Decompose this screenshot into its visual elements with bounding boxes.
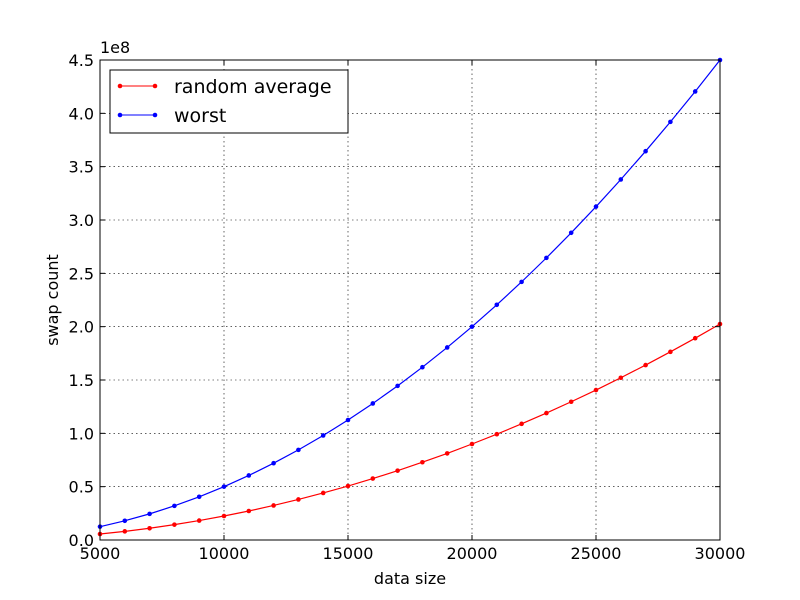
data-point-worst bbox=[519, 279, 524, 285]
data-point-worst bbox=[345, 417, 351, 423]
data-point-random-average bbox=[296, 497, 301, 502]
data-point-worst bbox=[320, 433, 326, 438]
legend-box bbox=[109, 69, 349, 134]
data-point-worst bbox=[692, 89, 698, 94]
data-point-worst bbox=[246, 473, 252, 478]
data-point-worst bbox=[221, 484, 227, 489]
legend-marker-random-average bbox=[152, 83, 158, 89]
data-point-random-average bbox=[444, 451, 450, 456]
data-point-worst bbox=[444, 345, 450, 350]
y-tick-label: 4.0 bbox=[69, 104, 94, 123]
data-point-random-average bbox=[494, 431, 500, 437]
y-tick-label: 2.0 bbox=[69, 318, 94, 337]
data-point-random-average bbox=[196, 518, 202, 523]
x-tick-label: 15000 bbox=[323, 544, 374, 563]
data-point-worst bbox=[122, 518, 128, 524]
data-point-random-average bbox=[469, 441, 475, 447]
series-line-worst bbox=[99, 59, 721, 528]
tick-labels: 5000 10000 15000 20000 25000 30000 0.0 0.5 1.0 1.… bbox=[69, 51, 746, 563]
y-tick-label: 0.0 bbox=[69, 531, 94, 550]
data-point-worst bbox=[618, 177, 624, 182]
data-point-random-average bbox=[320, 490, 326, 496]
grid-lines bbox=[100, 60, 720, 540]
legend-label-worst: worst bbox=[174, 105, 226, 127]
plot-area-background bbox=[100, 60, 720, 540]
legend-marker-random-average bbox=[117, 83, 123, 89]
data-point-worst bbox=[296, 447, 301, 453]
data-point-random-average bbox=[395, 468, 400, 473]
y-tick-label: 0.5 bbox=[69, 478, 94, 497]
data-point-worst bbox=[271, 460, 276, 466]
data-point-worst bbox=[494, 302, 500, 308]
axis-ticks bbox=[99, 59, 721, 541]
plot-series bbox=[97, 57, 723, 537]
y-offset-label: 1e8 bbox=[100, 38, 130, 57]
x-axis-label: data size bbox=[374, 569, 446, 588]
data-point-worst bbox=[668, 119, 673, 125]
data-point-random-average bbox=[668, 349, 673, 355]
data-point-random-average bbox=[593, 387, 599, 393]
x-tick-label: 10000 bbox=[199, 544, 250, 563]
data-point-random-average bbox=[618, 375, 624, 381]
data-point-random-average bbox=[568, 399, 574, 405]
data-point-worst bbox=[469, 324, 475, 329]
x-tick-label: 20000 bbox=[447, 544, 498, 563]
data-point-random-average bbox=[271, 503, 276, 508]
data-point-random-average bbox=[345, 483, 351, 489]
y-axis-label: swap count bbox=[43, 254, 62, 346]
data-point-worst bbox=[643, 148, 648, 154]
data-point-worst bbox=[420, 364, 425, 370]
y-tick-label: 3.5 bbox=[69, 158, 94, 177]
data-point-worst bbox=[147, 511, 152, 517]
y-tick-label: 1.5 bbox=[69, 371, 94, 390]
data-point-random-average bbox=[246, 508, 252, 514]
data-point-worst bbox=[395, 383, 400, 389]
plot-frame bbox=[99, 59, 721, 541]
data-point-random-average bbox=[643, 362, 648, 368]
x-tick-label: 30000 bbox=[695, 544, 746, 563]
data-point-worst bbox=[544, 255, 549, 261]
data-point-worst bbox=[196, 494, 202, 500]
data-point-worst bbox=[172, 503, 177, 509]
data-point-random-average bbox=[692, 335, 698, 341]
series-line-random-average bbox=[99, 323, 721, 535]
y-tick-label: 3.0 bbox=[69, 211, 94, 230]
data-point-random-average bbox=[221, 513, 227, 519]
series-random-average bbox=[97, 321, 723, 537]
data-point-worst bbox=[370, 401, 376, 406]
data-point-random-average bbox=[544, 410, 549, 416]
legend-marker-worst bbox=[152, 112, 158, 118]
legend: random average worst bbox=[109, 69, 349, 134]
y-tick-label: 2.5 bbox=[69, 264, 94, 283]
data-point-random-average bbox=[420, 459, 425, 465]
x-tick-label: 5000 bbox=[80, 544, 121, 563]
data-point-random-average bbox=[122, 529, 128, 534]
legend-marker-worst bbox=[117, 112, 123, 118]
data-point-random-average bbox=[519, 421, 524, 427]
series-worst bbox=[97, 57, 723, 529]
y-tick-label: 1.0 bbox=[69, 424, 94, 443]
x-tick-label: 25000 bbox=[571, 544, 622, 563]
legend-label-random-average: random average bbox=[174, 76, 332, 98]
data-point-random-average bbox=[370, 476, 376, 481]
data-point-worst bbox=[593, 204, 599, 209]
y-tick-label: 4.5 bbox=[69, 51, 94, 70]
data-point-worst bbox=[568, 230, 574, 236]
data-point-random-average bbox=[147, 525, 152, 531]
data-point-random-average bbox=[172, 522, 177, 527]
